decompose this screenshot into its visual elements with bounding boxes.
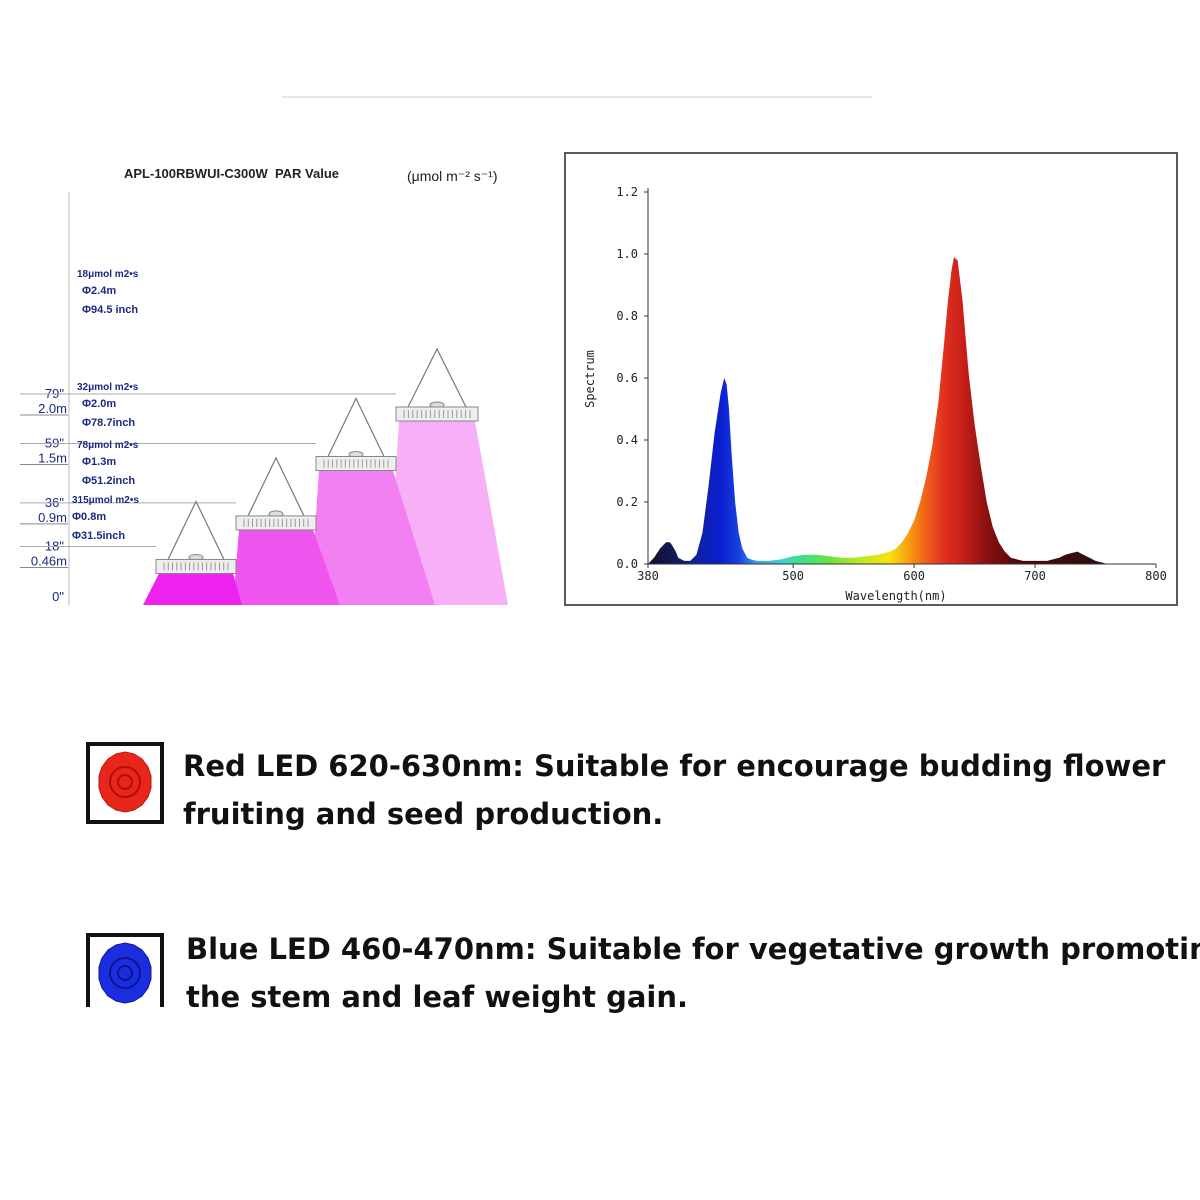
par-tick-meter: 2.0m <box>38 401 67 416</box>
par-level-value: 315μmol m2•s <box>72 495 139 506</box>
par-level-diameter-m: Φ2.0m <box>82 398 116 410</box>
par-level-diameter-in: Φ51.2inch <box>82 475 135 487</box>
par-level-diameter-in: Φ31.5inch <box>72 530 125 542</box>
spectrum-y-tick-label: 1.2 <box>616 185 638 199</box>
spectrum-x-tick-label: 600 <box>903 569 925 583</box>
spectrum-chart: Spectrum Wavelength(nm) 0.0 0.2 0.4 0.6 0.8 1… <box>583 185 1167 603</box>
spectrum-x-tick-label: 800 <box>1145 569 1167 583</box>
lamp-hanger <box>327 397 385 457</box>
spectrum-x-tick-label: 380 <box>637 569 659 583</box>
spectrum-panel: Spectrum Wavelength(nm) 0.0 0.2 0.4 0.6 0.8 1… <box>564 152 1178 606</box>
lamp-hanger <box>247 456 305 517</box>
top-divider <box>282 96 872 98</box>
par-chart-unit: (μmol m⁻² s⁻¹) <box>407 168 498 184</box>
spectrum-area <box>648 257 1108 564</box>
par-level-value: 18μmol m2•s <box>77 269 139 280</box>
spectrum-y-tick-label: 0.4 <box>616 433 638 447</box>
par-tick-inch: 0" <box>52 589 64 604</box>
red-led-line-1: Red LED 620-630nm: Suitable for encourag… <box>183 749 1166 783</box>
blue-led-line-2: the stem and leaf weight gain. <box>186 980 689 1014</box>
par-level-diameter-m: Φ0.8m <box>72 511 106 523</box>
spectrum-y-tick-label: 0.0 <box>616 557 638 571</box>
par-tick-meter: 0.46m <box>31 553 67 568</box>
lamp-hanger <box>167 500 225 560</box>
blue-led-icon <box>86 933 164 1007</box>
lamp-hanger <box>407 347 467 408</box>
lamp-housing <box>315 456 397 471</box>
spectrum-y-tick-label: 0.2 <box>616 495 638 509</box>
par-level-diameter-m: Φ1.3m <box>82 456 116 468</box>
par-tick-meter: 1.5m <box>38 451 67 466</box>
par-level-diameter-m: Φ2.4m <box>82 285 116 297</box>
spectrum-y-tick-label: 1.0 <box>616 247 638 261</box>
spectrum-x-label: Wavelength(nm) <box>845 589 946 603</box>
par-tick-meter: 0.9m <box>38 510 67 525</box>
par-level-diameter-in: Φ94.5 inch <box>82 304 138 316</box>
red-led-icon <box>86 742 164 824</box>
spectrum-y-tick-label: 0.6 <box>616 371 638 385</box>
blue-led-description: Blue LED 460-470nm: Suitable for vegetat… <box>186 925 1200 1021</box>
par-light-cone <box>143 573 242 605</box>
lamp-housing <box>395 406 479 422</box>
red-led-description: Red LED 620-630nm: Suitable for encourag… <box>183 742 1183 838</box>
spectrum-x-tick-label: 700 <box>1024 569 1046 583</box>
red-led-line-2: fruiting and seed production. <box>183 797 664 831</box>
lamp-housing <box>155 558 237 574</box>
par-chart-title: APL-100RBWUI-C300W PAR Value <box>124 166 339 181</box>
spectrum-y-tick-label: 0.8 <box>616 309 638 323</box>
par-level-diameter-in: Φ78.7inch <box>82 417 135 429</box>
par-tick-inch: 18" <box>45 538 64 553</box>
blue-led-line-1: Blue LED 460-470nm: Suitable for vegetat… <box>186 932 1200 966</box>
spectrum-x-tick-label: 500 <box>782 569 804 583</box>
spectrum-y-label: Spectrum <box>583 350 597 408</box>
red-led-body <box>98 751 152 813</box>
par-level-value: 78μmol m2•s <box>77 440 139 451</box>
par-light-cone <box>310 470 435 605</box>
par-light-cone <box>233 529 340 605</box>
par-level-value: 32μmol m2•s <box>77 382 139 393</box>
lamp-housing <box>235 515 317 531</box>
blue-led-body <box>98 942 152 1004</box>
